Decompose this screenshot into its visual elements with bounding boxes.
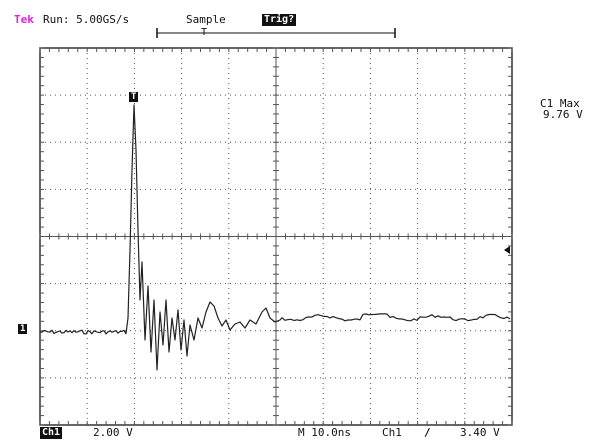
acquisition-mode: Sample — [186, 13, 226, 26]
measurement-label: C1 Max — [540, 97, 580, 110]
run-status: Run: 5.00GS/s — [43, 13, 130, 26]
record-window-bracket — [156, 28, 396, 38]
trigger-position-marker-top: T — [201, 27, 208, 38]
channel-badge: Ch1 — [40, 427, 63, 439]
trigger-source: Ch1 — [382, 426, 402, 439]
brand-label: Tek — [14, 13, 34, 26]
graticule — [39, 47, 513, 426]
channel-ground-marker: 1 — [18, 324, 28, 334]
trigger-point-marker: T — [129, 92, 139, 102]
vertical-scale: 2.00 V — [93, 426, 133, 439]
waveform-trace — [39, 104, 511, 371]
trigger-slope-icon: / — [424, 426, 431, 439]
timebase: M 10.0ns — [298, 426, 351, 439]
measurement-value: 9.76 V — [543, 108, 583, 121]
trigger-level-arrow — [504, 246, 510, 254]
trigger-level: 3.40 V — [460, 426, 500, 439]
trigger-status-badge: Trig? — [262, 14, 297, 26]
